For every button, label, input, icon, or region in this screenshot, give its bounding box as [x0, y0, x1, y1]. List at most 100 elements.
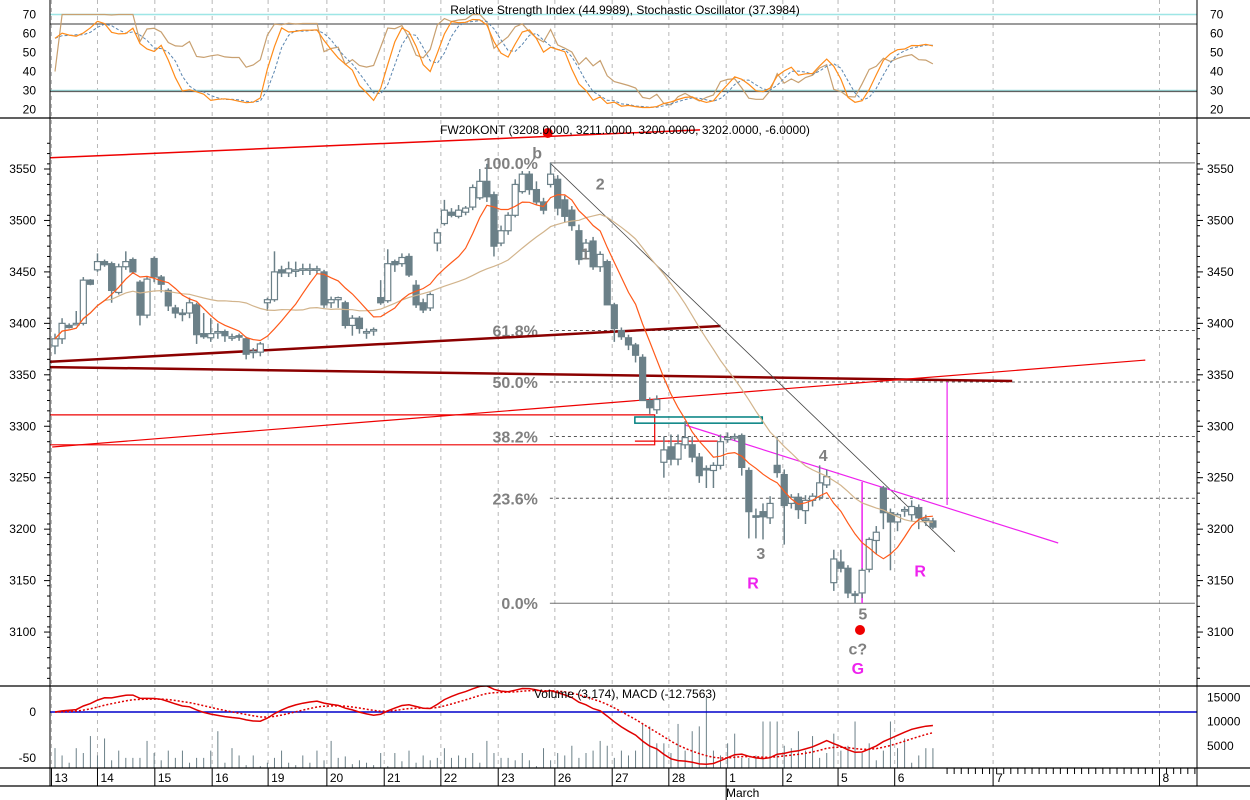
- candle-bullish: [263, 299, 271, 304]
- rsi-pane-title: Relative Strength Index (44.9989), Stoch…: [450, 3, 800, 17]
- wave-label: 1: [581, 246, 590, 263]
- price-pane: 100.0%61.8%50.0%38.2%23.6%0.0%b21345c?GR…: [50, 127, 1195, 678]
- candle-bearish: [879, 487, 887, 514]
- candle-bullish: [716, 441, 725, 466]
- candle-bullish: [214, 330, 222, 334]
- candle-bearish: [561, 199, 569, 217]
- candle-bearish: [780, 474, 788, 507]
- time-tick-label: 8: [1162, 771, 1169, 785]
- time-tick-label: 19: [271, 771, 285, 785]
- candle-bullish: [334, 297, 342, 301]
- candle-bullish: [469, 186, 477, 208]
- candle-bearish: [837, 561, 845, 569]
- rsi-tick-left: 60: [23, 27, 37, 41]
- candle-bearish: [617, 329, 626, 338]
- candle-bullish: [185, 302, 194, 314]
- wave-label: 5: [858, 607, 867, 624]
- stochastic-k-line: [54, 18, 934, 109]
- macd-tick: 0: [29, 705, 36, 719]
- candle-bullish: [830, 558, 838, 584]
- candle-bearish: [568, 209, 576, 227]
- price-tick-right: 3550: [1207, 162, 1234, 176]
- time-tick-label: 2: [786, 771, 793, 785]
- price-tick-left: 3350: [9, 368, 36, 382]
- fibonacci-level-label: 38.2%: [493, 430, 538, 447]
- candle-bearish: [639, 356, 647, 402]
- candle-bullish: [115, 266, 123, 294]
- price-tick-right: 3350: [1207, 368, 1234, 382]
- candle-bullish: [51, 338, 59, 347]
- candle-bullish: [426, 293, 434, 309]
- candle-bullish: [766, 502, 774, 519]
- candle-bullish: [122, 261, 130, 268]
- fibonacci-level-label: 0.0%: [501, 596, 537, 613]
- candle-bullish: [660, 449, 668, 463]
- candle-bearish: [532, 188, 541, 203]
- candle-bearish: [851, 593, 859, 597]
- candle-bearish: [242, 338, 250, 355]
- wave-label: R: [747, 576, 759, 593]
- fibonacci-level-label: 50.0%: [493, 375, 538, 392]
- candle-bearish: [525, 173, 533, 191]
- wave-label: b: [532, 146, 542, 163]
- trend-line: [50, 324, 721, 363]
- rsi-tick-right: 60: [1210, 27, 1224, 41]
- rsi-tick-left: 40: [23, 65, 37, 79]
- trend-line: [52, 359, 1146, 448]
- candle-bullish: [228, 336, 236, 339]
- candle-bullish: [79, 279, 87, 324]
- price-tick-right: 3200: [1207, 522, 1234, 536]
- time-tick-label: 15: [158, 771, 172, 785]
- price-tick-left: 3150: [9, 574, 36, 588]
- price-tick-left: 3400: [9, 316, 36, 330]
- candle-bullish: [900, 508, 909, 512]
- candle-bearish: [844, 567, 852, 594]
- price-tick-left: 3550: [9, 162, 36, 176]
- pivot-marker: [542, 127, 553, 138]
- candle-bearish: [221, 330, 229, 337]
- candle-bearish: [490, 194, 498, 247]
- price-tick-left: 3100: [9, 625, 36, 639]
- volume-macd-pane: [50, 686, 1197, 768]
- day-gridlines: [50, 0, 1160, 768]
- rsi-line: [54, 13, 934, 106]
- wave-label: 2: [596, 176, 605, 193]
- price-pane-title: FW20KONT (3208.0000, 3211.0000, 3200.000…: [440, 123, 810, 137]
- candle-bullish: [384, 263, 392, 302]
- candle-bearish: [886, 512, 895, 523]
- candle-bearish: [235, 335, 243, 338]
- zone-box: [634, 416, 764, 424]
- candle-bearish: [646, 399, 654, 409]
- candle-bearish: [447, 211, 456, 216]
- macd-pane-title: Volume (3,174), MACD (-12.7563): [534, 687, 716, 701]
- price-tick-right: 3500: [1207, 213, 1234, 227]
- volume-tick: 5000: [1207, 739, 1234, 753]
- candle-bearish: [129, 258, 137, 273]
- time-tick-label: 21: [387, 771, 401, 785]
- wave-label: R: [914, 563, 926, 580]
- candle-bearish: [667, 446, 675, 460]
- candle-bearish: [178, 312, 187, 316]
- candle-bullish: [908, 505, 916, 516]
- candle-bullish: [681, 436, 689, 446]
- candle-bullish: [476, 180, 484, 199]
- candle-bullish: [93, 261, 102, 271]
- candle-bullish: [709, 464, 718, 472]
- price-tick-left: 3500: [9, 213, 36, 227]
- candle-bearish: [86, 279, 95, 285]
- candle-bullish: [285, 268, 293, 274]
- candle-bearish: [320, 271, 328, 306]
- rsi-tick-right: 30: [1210, 84, 1224, 98]
- candle-bullish: [731, 435, 739, 439]
- price-tick-right: 3400: [1207, 316, 1234, 330]
- candle-bearish: [929, 520, 937, 528]
- candle-bearish: [164, 289, 172, 307]
- time-tick-label: 14: [100, 771, 114, 785]
- candle-bullish: [143, 278, 151, 316]
- wave-label: G: [852, 661, 864, 678]
- candle-bearish: [171, 307, 179, 314]
- candle-bearish: [341, 302, 349, 327]
- wave-label: 4: [819, 448, 828, 465]
- candle-bullish: [801, 499, 810, 512]
- candle-bearish: [200, 333, 208, 338]
